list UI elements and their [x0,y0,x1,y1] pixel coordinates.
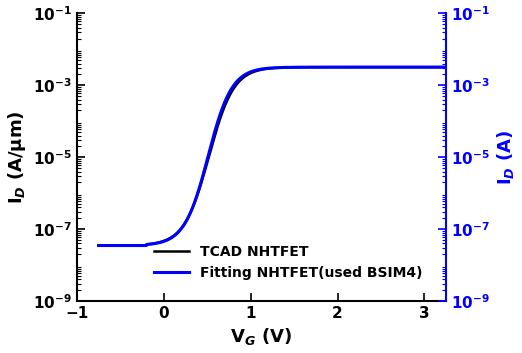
TCAD NHTFET [443,65,449,69]
Line: TCAD NHTFET: TCAD NHTFET [99,67,446,246]
X-axis label: V$_G$ (V): V$_G$ (V) [230,327,292,347]
Fitting NHTFET(used BSIM4) [373,65,379,69]
Fitting NHTFET(used BSIM4) [366,65,373,69]
Fitting NHTFET(used BSIM4) [131,244,137,248]
TCAD NHTFET [366,65,373,69]
TCAD NHTFET [248,71,255,75]
Fitting NHTFET(used BSIM4) [96,244,102,248]
TCAD NHTFET [96,244,102,248]
Fitting NHTFET(used BSIM4) [334,65,340,69]
Y-axis label: I$_D$ (A/μm): I$_D$ (A/μm) [6,110,28,204]
Fitting NHTFET(used BSIM4) [443,65,449,69]
TCAD NHTFET [373,65,379,69]
TCAD NHTFET [131,244,137,248]
Legend: TCAD NHTFET, Fitting NHTFET(used BSIM4): TCAD NHTFET, Fitting NHTFET(used BSIM4) [149,239,428,286]
Line: Fitting NHTFET(used BSIM4): Fitting NHTFET(used BSIM4) [99,67,446,246]
TCAD NHTFET [236,79,242,84]
Fitting NHTFET(used BSIM4) [236,77,242,81]
Y-axis label: I$_D$ (A): I$_D$ (A) [495,130,516,185]
TCAD NHTFET [334,65,340,69]
Fitting NHTFET(used BSIM4) [248,70,255,74]
